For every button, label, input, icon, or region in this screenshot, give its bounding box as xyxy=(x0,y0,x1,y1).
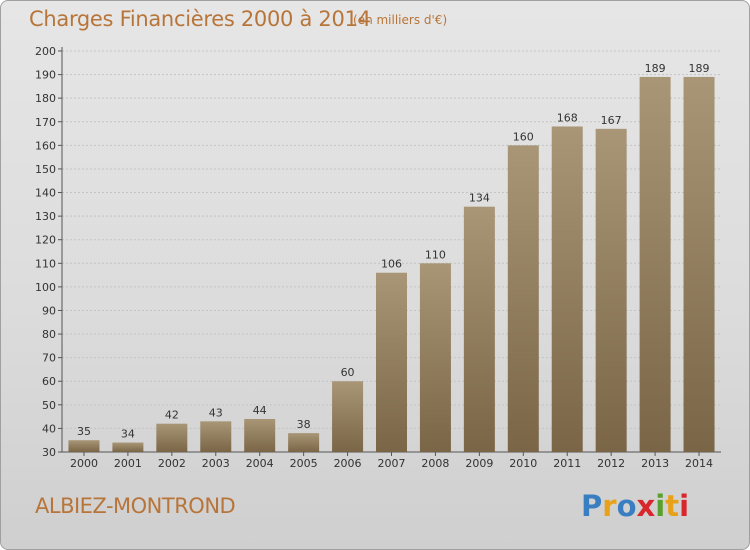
logo-letter: P xyxy=(581,489,603,523)
bars xyxy=(68,76,715,453)
y-tick-label: 100 xyxy=(35,281,56,294)
bar xyxy=(376,272,407,452)
bar xyxy=(551,126,583,452)
x-tick-label: 2012 xyxy=(597,457,625,470)
logo-letter: i xyxy=(679,489,690,523)
x-tick-label: 2009 xyxy=(465,457,493,470)
commune-name: ALBIEZ-MONTROND xyxy=(35,494,236,518)
bar xyxy=(507,145,539,452)
x-tick-label: 2011 xyxy=(553,457,581,470)
x-tick-label: 2006 xyxy=(334,457,362,470)
bar-value-label: 43 xyxy=(209,406,223,419)
y-tick-label: 180 xyxy=(35,92,56,105)
bar-value-label: 168 xyxy=(557,111,578,124)
bar-value-label: 35 xyxy=(77,425,91,438)
bar-value-label: 44 xyxy=(253,404,267,417)
y-tick-label: 50 xyxy=(42,399,56,412)
bar xyxy=(244,418,276,452)
bar-value-label: 42 xyxy=(165,409,179,422)
logo-letter: o xyxy=(616,489,637,523)
y-tick-label: 90 xyxy=(42,304,56,317)
y-tick-label: 160 xyxy=(35,139,56,152)
bar xyxy=(463,206,495,452)
bar xyxy=(332,381,364,452)
y-tick-label: 130 xyxy=(35,210,56,223)
bar xyxy=(112,442,144,452)
bar xyxy=(683,76,715,453)
bar-value-label: 134 xyxy=(469,192,490,205)
chart-title: Charges Financières 2000 à 2014 xyxy=(29,7,371,31)
x-tick-label: 2007 xyxy=(378,457,406,470)
bar xyxy=(68,440,100,452)
bar xyxy=(156,423,188,452)
bar-value-label: 189 xyxy=(689,62,710,75)
bar-value-label: 106 xyxy=(381,258,402,271)
bar-value-label: 189 xyxy=(645,62,666,75)
bar-value-label: 34 xyxy=(121,428,135,441)
y-tick-label: 80 xyxy=(42,328,56,341)
chart-subtitle: (en milliers d'€) xyxy=(353,13,448,27)
bar xyxy=(595,128,627,452)
bar xyxy=(639,76,671,453)
bar-value-label: 160 xyxy=(513,130,534,143)
y-tick-label: 190 xyxy=(35,69,56,82)
proxiti-logo[interactable]: Proxiti xyxy=(581,489,689,523)
bar-value-label: 110 xyxy=(425,248,446,261)
bar xyxy=(419,263,451,452)
y-tick-label: 60 xyxy=(42,375,56,388)
y-tick-label: 70 xyxy=(42,352,56,365)
axes: 30 40 50 60 70 80 90 100 110 120 130 140 150 160 170 18… xyxy=(35,45,721,470)
logo-letter: x xyxy=(636,489,656,523)
x-tick-label: 2000 xyxy=(70,457,98,470)
y-tick-label: 30 xyxy=(42,446,56,459)
x-tick-label: 2003 xyxy=(202,457,230,470)
bar xyxy=(288,433,320,452)
y-tick-label: 170 xyxy=(35,116,56,129)
logo-letter: i xyxy=(655,489,666,523)
x-tick-label: 2002 xyxy=(158,457,186,470)
x-tick-label: 2001 xyxy=(114,457,142,470)
bar-value-label: 38 xyxy=(297,418,311,431)
x-tick-label: 2008 xyxy=(421,457,449,470)
x-tick-label: 2004 xyxy=(246,457,274,470)
y-tick-label: 140 xyxy=(35,187,56,200)
y-tick-label: 40 xyxy=(42,422,56,435)
x-tick-label: 2010 xyxy=(509,457,537,470)
bar-value-label: 60 xyxy=(341,366,355,379)
y-tick-label: 110 xyxy=(35,257,56,270)
x-tick-label: 2014 xyxy=(685,457,713,470)
y-tick-label: 150 xyxy=(35,163,56,176)
y-tick-label: 120 xyxy=(35,234,56,247)
bar xyxy=(200,421,232,452)
bar-value-label: 167 xyxy=(601,114,622,127)
logo-letter: r xyxy=(602,489,617,523)
data-labels: 35 34 42 43 44 38 60 106 110 134 160 168 167 189 189 xyxy=(77,62,710,441)
x-tick-label: 2005 xyxy=(290,457,318,470)
x-tick-label: 2013 xyxy=(641,457,669,470)
y-tick-label: 200 xyxy=(35,45,56,58)
logo-letter: t xyxy=(665,489,680,523)
